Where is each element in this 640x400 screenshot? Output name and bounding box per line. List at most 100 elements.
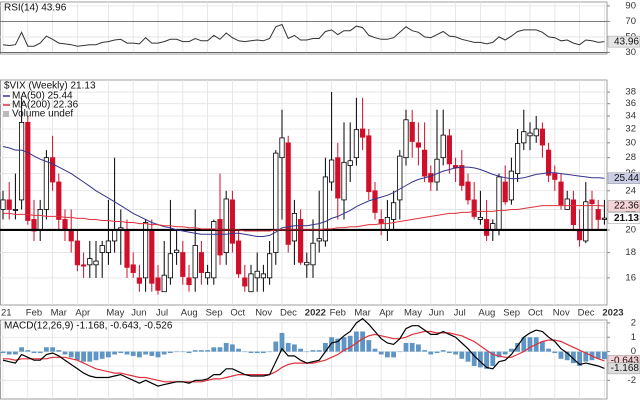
histogram-bar [391,351,396,358]
histogram-bar [149,351,155,356]
candle-body [56,181,62,220]
histogram-bar [422,350,427,352]
candle-body [335,157,341,199]
histogram-bar [465,351,471,362]
candle-body [601,217,608,220]
histogram-bar [310,350,316,352]
value-tag-label: 22.36 [614,201,639,212]
histogram-bar [546,348,551,352]
histogram-bar [143,351,148,355]
y-tick-label: 16 [625,272,636,283]
histogram-bar [385,351,390,358]
candle-body [465,181,471,201]
candle-body [173,249,180,253]
y-tick-label: 28 [625,152,636,163]
legend-label: MA(50) 25.44 [12,91,73,102]
candle-body [577,229,583,241]
x-tick-label: 2022 [305,308,326,319]
histogram-bar [93,351,99,361]
panel [0,79,608,306]
candle-body [378,219,384,224]
histogram-bar [416,344,421,352]
histogram-bar [577,351,582,366]
candle-body [18,121,25,201]
candle-body [502,181,508,203]
y-tick-label: 0 [631,346,636,357]
value-tag [607,362,640,375]
candle-body [353,129,360,159]
candle-body [347,160,353,166]
x-tick-label: Oct [230,308,245,319]
legend-label: MA(200) 22.36 [12,100,79,111]
candle-body [428,173,434,183]
histogram-bar [236,348,241,352]
x-tick-label: Jun [429,308,444,319]
candle-body [37,209,43,231]
candle-body [304,261,310,266]
candle-body [81,264,87,267]
histogram-bar [428,351,434,355]
histogram-bar [25,350,31,352]
histogram-bar [112,351,117,355]
candle-body [229,199,235,244]
histogram-bar [56,350,62,352]
candle-body [87,258,93,266]
value-tag-label: 43.96 [614,36,639,47]
value-tag [607,200,640,212]
candle-body [564,198,570,210]
histogram-bar [248,351,254,354]
histogram-bar [62,351,68,355]
candle-body [446,135,453,165]
histogram-bar [180,351,186,353]
x-tick-label: Dec [578,308,595,319]
histogram-bar [168,351,173,354]
histogram-bar [354,331,359,352]
histogram-bar [527,337,533,352]
x-tick-label: Apr [379,308,394,319]
x-tick-label: Feb [330,308,346,319]
value-tag-label: -0.643 [611,355,640,366]
histogram-bar [571,351,576,364]
histogram-bar [261,351,266,354]
panel-title: RSI(14) 43.96 [4,3,67,14]
histogram-bar [440,350,446,352]
histogram-bar [75,351,80,361]
histogram-bar [205,350,210,352]
candle-body [279,137,285,159]
candle-body [242,277,248,287]
candle-body [558,181,564,206]
histogram-bar [99,351,105,359]
histogram-bar [298,348,303,352]
candle-body [50,157,56,183]
histogram-bar [335,338,341,352]
candle-body [546,149,552,176]
candle-body [322,176,329,242]
panel-title: MACD(12,26,9) -1.168, -0.643, -0.526 [4,321,173,332]
candle-body [211,221,217,279]
histogram-bar [366,340,372,352]
panel-title: $VIX (Weekly) 21.13 [4,81,96,92]
y-tick-label: 38 [625,87,636,98]
x-tick-label: Aug [181,308,198,319]
histogram-bar [273,341,279,352]
candle-body [583,201,589,242]
histogram-bar [447,351,452,354]
candle-body [68,229,74,242]
candle-body [341,161,347,201]
candle-body [297,219,304,263]
y-tick-label: 70 [625,16,636,27]
candle-body [595,209,601,220]
x-tick-label: May [106,308,124,319]
candle-body [124,229,130,268]
histogram-bar [174,351,179,353]
candle-body [112,229,118,242]
x-tick-label: Jul [454,308,466,319]
histogram-bar [285,342,291,352]
y-tick-label: 30 [625,137,636,148]
histogram-bar [490,351,496,366]
candle-body [570,199,577,226]
histogram-bar [564,351,570,361]
candle-body [198,252,204,273]
